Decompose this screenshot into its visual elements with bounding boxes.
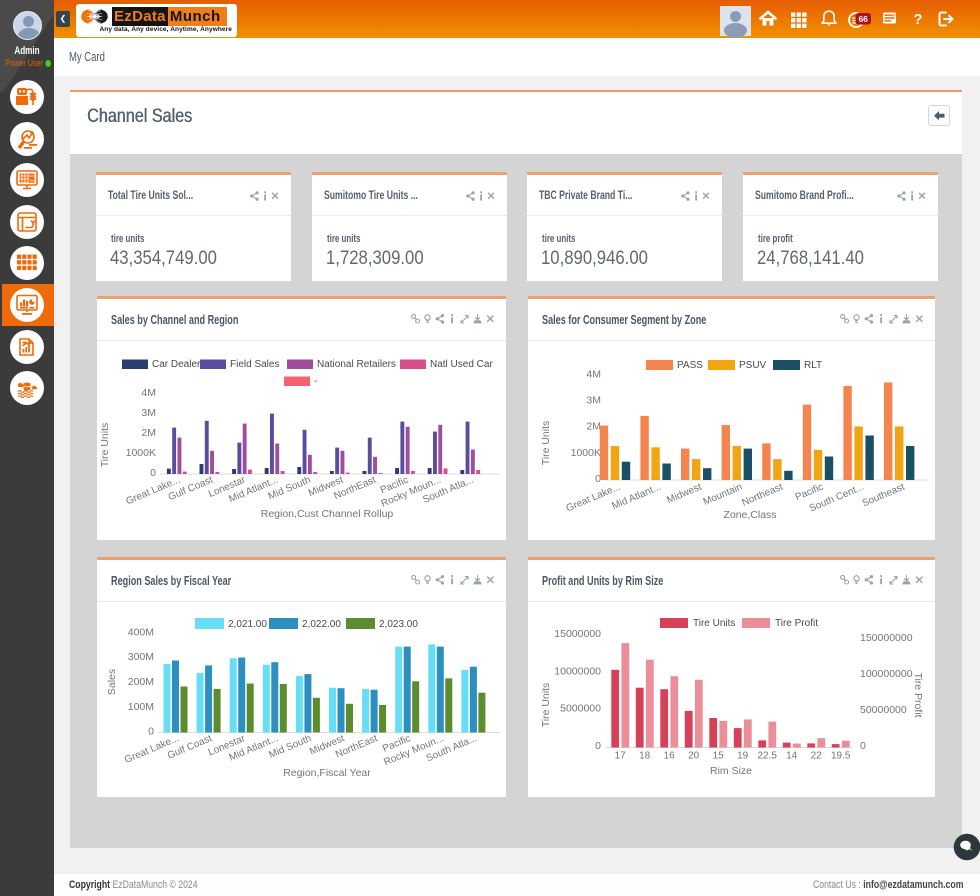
svg-text:200M: 200M [128, 676, 154, 688]
svg-text:Tire Units: Tire Units [540, 421, 552, 466]
svg-text:400M: 400M [128, 627, 154, 639]
svg-text:4M: 4M [586, 368, 601, 380]
svg-text:0: 0 [595, 473, 601, 485]
svg-text:22.5: 22.5 [757, 751, 777, 762]
svg-text:10000000: 10000000 [554, 665, 601, 677]
svg-text:16: 16 [664, 751, 676, 762]
svg-text:2,021.00: 2,021.00 [228, 619, 267, 630]
svg-text:Tire Units: Tire Units [540, 683, 552, 728]
svg-text:National Retailers: National Retailers [317, 359, 396, 370]
svg-text:PSUV: PSUV [739, 360, 767, 371]
svg-text:PASS: PASS [677, 360, 703, 371]
svg-text:RLT: RLT [804, 360, 822, 371]
svg-text:14: 14 [786, 751, 798, 762]
svg-text:19: 19 [737, 751, 749, 762]
svg-text:Rim Size: Rim Size [710, 765, 752, 777]
svg-text:0: 0 [148, 726, 154, 738]
svg-text:Tire Profit: Tire Profit [912, 672, 924, 717]
svg-text:Tire Units: Tire Units [693, 618, 735, 629]
svg-text:2M: 2M [586, 421, 601, 433]
svg-text:Field Sales: Field Sales [230, 359, 279, 370]
svg-text:15: 15 [713, 751, 725, 762]
svg-text:Mountain: Mountain [702, 482, 744, 508]
svg-text:22: 22 [811, 751, 823, 762]
svg-text:66: 66 [858, 14, 868, 24]
svg-text:18: 18 [639, 751, 651, 762]
svg-text:Tire Units: Tire Units [99, 423, 111, 468]
svg-text:19.5: 19.5 [831, 751, 851, 762]
svg-text:4M: 4M [141, 387, 156, 399]
svg-text:Northeast: Northeast [740, 482, 784, 509]
svg-text:?: ? [913, 11, 922, 28]
svg-text:1000K: 1000K [571, 447, 601, 459]
svg-text:1000K: 1000K [126, 447, 156, 459]
svg-text:0: 0 [150, 467, 156, 479]
svg-text:Natl Used Car: Natl Used Car [430, 359, 493, 370]
svg-text:0: 0 [860, 740, 866, 752]
svg-text:300M: 300M [128, 651, 154, 663]
svg-text:15000000: 15000000 [554, 628, 601, 640]
svg-text:3M: 3M [141, 407, 156, 419]
svg-text:100000000: 100000000 [860, 668, 913, 680]
svg-text:Region,Fiscal Year: Region,Fiscal Year [283, 767, 371, 779]
svg-text:Tire Profit: Tire Profit [775, 618, 818, 629]
svg-text:Southeast: Southeast [861, 482, 907, 510]
svg-text:100M: 100M [128, 701, 154, 713]
svg-text:20: 20 [688, 751, 700, 762]
svg-text:Midwest: Midwest [665, 482, 703, 507]
svg-text:17: 17 [615, 751, 627, 762]
svg-text:Region,Cust Channel Rollup: Region,Cust Channel Rollup [261, 508, 394, 520]
svg-text:150000000: 150000000 [860, 632, 913, 644]
svg-text:3M: 3M [586, 395, 601, 407]
svg-text:%: % [30, 179, 34, 184]
svg-text:2,022.00: 2,022.00 [302, 619, 341, 630]
svg-text:2M: 2M [141, 427, 156, 439]
svg-text:50000000: 50000000 [860, 704, 907, 716]
svg-text:-: - [314, 376, 317, 387]
svg-text:Zone,Class: Zone,Class [723, 509, 776, 521]
svg-text:Car Dealer: Car Dealer [152, 359, 201, 370]
svg-text:5000000: 5000000 [560, 703, 601, 715]
svg-text:2,023.00: 2,023.00 [379, 619, 418, 630]
svg-text:0: 0 [595, 740, 601, 752]
svg-text:Sales: Sales [106, 669, 118, 695]
